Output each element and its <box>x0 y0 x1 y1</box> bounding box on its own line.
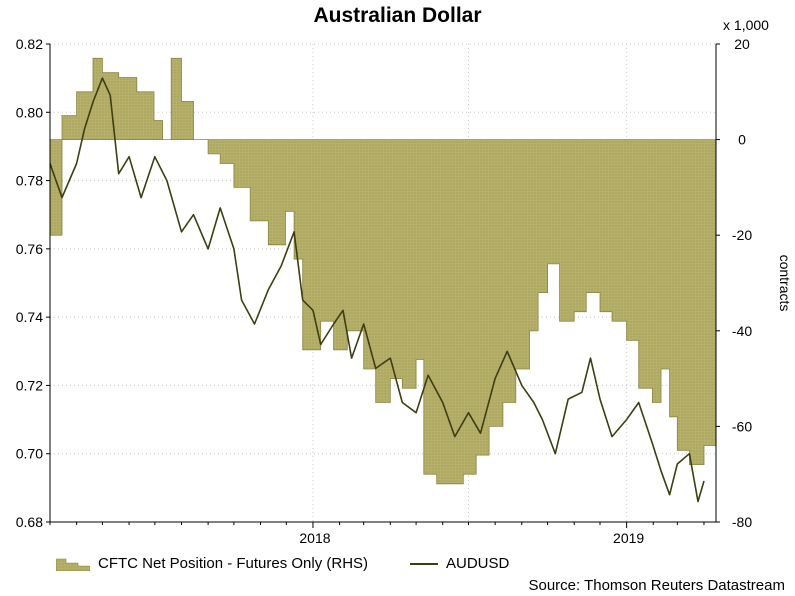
right-tick-label: 0 <box>738 132 746 148</box>
left-tick-label: 0.78 <box>16 173 43 189</box>
right-tick-label: 20 <box>734 36 750 52</box>
left-tick-label: 0.76 <box>16 241 43 257</box>
right-tick-label: -20 <box>732 227 752 243</box>
right-tick-label: -80 <box>732 514 752 530</box>
left-tick-label: 0.70 <box>16 446 43 462</box>
right-tick-label: -40 <box>732 323 752 339</box>
right-axis-multiplier-label: x 1,000 <box>723 17 769 33</box>
axis-layer: 0.68 0.70 0.72 0.74 0.76 0.78 0.80 0.82 -80 -60 -4… <box>16 17 793 546</box>
cftc-net-position-area <box>49 57 717 485</box>
cftc-area-layer <box>49 57 717 485</box>
legend-item-audusd: AUDUSD <box>410 555 509 572</box>
legend-item-cftc: CFTC Net Position - Futures Only (RHS) <box>55 555 369 572</box>
chart-title: Australian Dollar <box>313 4 482 27</box>
left-tick-label: 0.82 <box>16 36 43 52</box>
x-tick-label: 2018 <box>299 530 330 546</box>
left-tick-label: 0.72 <box>16 377 43 393</box>
source-note: Source: Thomson Reuters Datastream <box>528 577 785 594</box>
left-tick-label: 0.74 <box>16 309 43 325</box>
legend-label-audusd: AUDUSD <box>446 555 510 572</box>
left-tick-label: 0.68 <box>16 514 43 530</box>
legend-area-swatch-icon <box>55 557 91 571</box>
legend-line-swatch-icon <box>410 562 438 565</box>
left-tick-label: 0.80 <box>16 104 43 120</box>
x-tick-label: 2019 <box>613 530 644 546</box>
right-axis-title: contracts <box>777 255 793 312</box>
right-tick-label: -60 <box>732 418 752 434</box>
audusd-line-layer <box>49 77 705 503</box>
legend-label-cftc: CFTC Net Position - Futures Only (RHS) <box>98 555 369 572</box>
audusd-line <box>49 77 705 503</box>
